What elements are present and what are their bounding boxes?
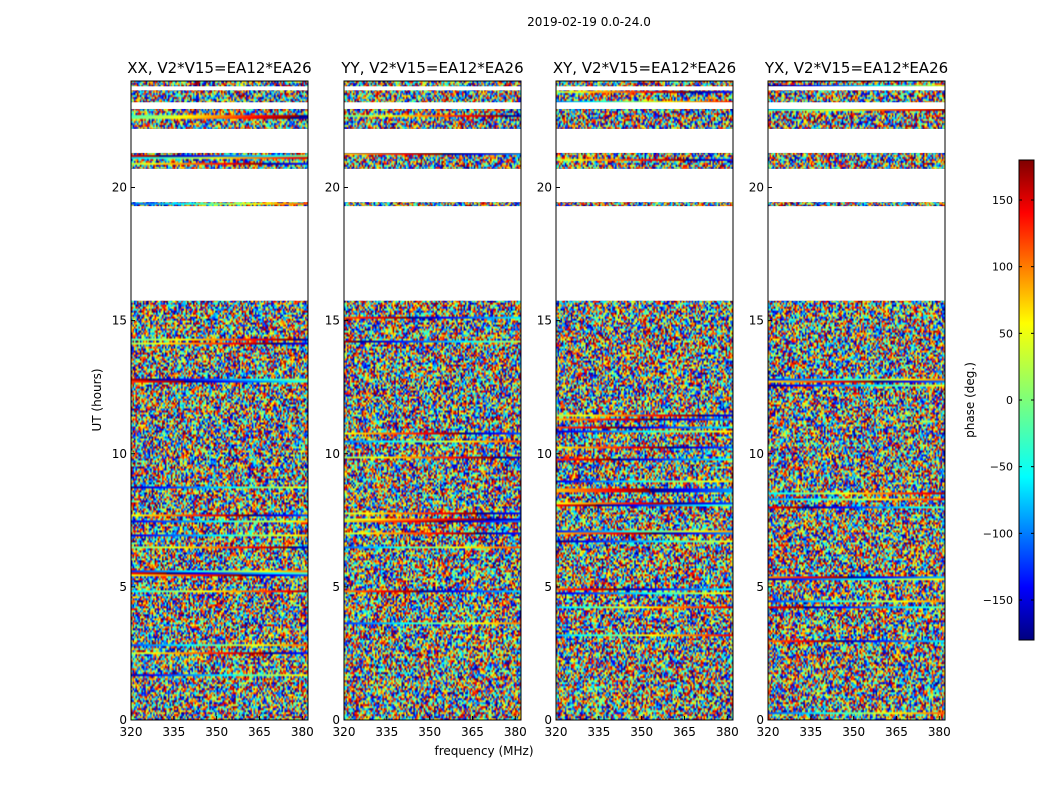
y-tick-label: 0: [756, 713, 764, 727]
flagged-range: [344, 86, 521, 91]
flagged-range: [344, 102, 521, 109]
x-tick-label: 350: [630, 725, 653, 739]
y-tick-label: 0: [544, 713, 552, 727]
x-tick-label: 365: [461, 725, 484, 739]
x-tick-label: 320: [545, 725, 568, 739]
x-tick-label: 380: [716, 725, 739, 739]
x-tick-label: 365: [673, 725, 696, 739]
axes-frame: [767, 80, 946, 721]
y-tick-label: 5: [119, 580, 127, 594]
flagged-range: [768, 86, 945, 91]
flagged-range: [556, 102, 733, 109]
axes-frame: [130, 80, 309, 721]
x-tick-label: 320: [757, 725, 780, 739]
flagged-range: [344, 206, 521, 301]
colorbar-tick-label: 0: [1006, 394, 1013, 407]
panels: XX, V2*V15=EA12*EA26 320 335 350 365 380 0 5 10 1…: [112, 59, 951, 739]
x-tick-label: 335: [375, 725, 398, 739]
flagged-range: [556, 206, 733, 301]
x-tick-label: 335: [587, 725, 610, 739]
y-tick-label: 20: [325, 181, 340, 195]
x-tick-label: 350: [842, 725, 865, 739]
panel-title: XX, V2*V15=EA12*EA26: [127, 59, 311, 77]
colorbar-tick-label: 100: [992, 261, 1013, 274]
y-tick-label: 5: [756, 580, 764, 594]
colorbar-tick-label: −150: [983, 594, 1013, 607]
panel-title: YY, V2*V15=EA12*EA26: [340, 59, 523, 77]
y-tick-label: 5: [544, 580, 552, 594]
y-axis-label: UT (hours): [90, 368, 104, 431]
flagged-range: [344, 168, 521, 203]
y-tick-label: 15: [749, 314, 764, 328]
flagged-range: [556, 128, 733, 153]
y-tick-label: 5: [332, 580, 340, 594]
panel-title: YX, V2*V15=EA12*EA26: [764, 59, 948, 77]
flagged-range: [768, 168, 945, 203]
figure-suptitle: 2019-02-19 0.0-24.0: [527, 15, 651, 29]
x-tick-label: 380: [291, 725, 314, 739]
colorbar-tick-label: 150: [992, 194, 1013, 207]
x-tick-label: 320: [120, 725, 143, 739]
x-tick-label: 380: [928, 725, 951, 739]
flagged-range: [131, 168, 308, 203]
colorbar-tick-label: 50: [999, 327, 1013, 340]
axes-frame: [555, 80, 734, 721]
colorbar-label: phase (deg.): [963, 362, 977, 438]
y-tick-label: 10: [537, 447, 552, 461]
y-tick-label: 10: [112, 447, 127, 461]
panel-yx: YX, V2*V15=EA12*EA26 320 335 350 365 380 0 5 10 1…: [749, 59, 951, 739]
flagged-range: [556, 168, 733, 203]
x-tick-label: 350: [205, 725, 228, 739]
flagged-range: [556, 86, 733, 91]
colorbar-tick-label: −100: [983, 527, 1013, 540]
flagged-range: [768, 128, 945, 153]
x-tick-label: 380: [504, 725, 527, 739]
colorbar-tick-label: −50: [990, 461, 1013, 474]
y-tick-label: 15: [112, 314, 127, 328]
y-tick-label: 10: [325, 447, 340, 461]
flagged-range: [131, 86, 308, 91]
flagged-range: [131, 102, 308, 109]
axes-frame: [343, 80, 522, 721]
panel-xy: XY, V2*V15=EA12*EA26 320 335 350 365 380 0 5 10 1…: [537, 59, 739, 739]
y-tick-label: 20: [537, 181, 552, 195]
panel-yy: YY, V2*V15=EA12*EA26 320 335 350 365 380 0 5 10 1…: [325, 59, 527, 739]
colorbar-ticks: −150 −100 −50 0 50 100 150: [983, 194, 1034, 607]
panel-xx: XX, V2*V15=EA12*EA26 320 335 350 365 380 0 5 10 1…: [112, 59, 314, 739]
panel-title: XY, V2*V15=EA12*EA26: [553, 59, 736, 77]
flagged-range: [131, 128, 308, 153]
y-tick-label: 15: [325, 314, 340, 328]
x-tick-label: 365: [248, 725, 271, 739]
y-tick-label: 20: [749, 181, 764, 195]
flagged-range: [344, 128, 521, 153]
flagged-range: [768, 206, 945, 301]
x-tick-label: 350: [418, 725, 441, 739]
y-tick-label: 0: [119, 713, 127, 727]
x-tick-label: 335: [799, 725, 822, 739]
y-tick-label: 15: [537, 314, 552, 328]
x-tick-label: 335: [162, 725, 185, 739]
x-axis-label: frequency (MHz): [434, 744, 533, 758]
x-tick-label: 365: [885, 725, 908, 739]
y-tick-label: 20: [112, 181, 127, 195]
flagged-range: [131, 206, 308, 301]
colorbar: −150 −100 −50 0 50 100 150 phase (deg.): [963, 159, 1035, 641]
y-tick-label: 10: [749, 447, 764, 461]
x-tick-label: 320: [333, 725, 356, 739]
y-tick-label: 0: [332, 713, 340, 727]
flagged-range: [768, 102, 945, 109]
